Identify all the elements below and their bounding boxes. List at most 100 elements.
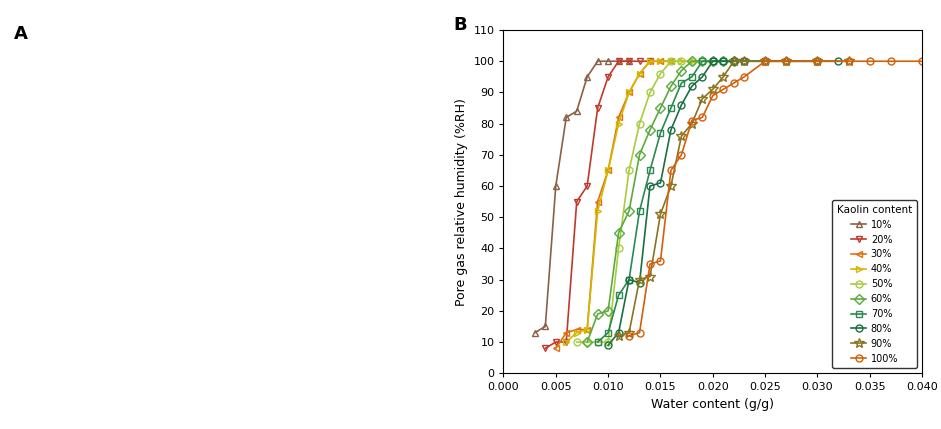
- 50%: [676, 59, 687, 64]
- Line: 80%: 80%: [605, 58, 842, 349]
- 50%: [613, 246, 624, 251]
- 10%: [529, 330, 540, 335]
- 100%: [676, 152, 687, 157]
- 90%: [812, 59, 823, 64]
- 20%: [592, 106, 603, 111]
- 40%: [602, 168, 614, 173]
- 50%: [655, 71, 666, 76]
- 70%: [665, 106, 677, 111]
- Line: 70%: 70%: [594, 58, 821, 345]
- 70%: [676, 81, 687, 86]
- 100%: [917, 59, 928, 64]
- Line: 90%: 90%: [614, 56, 853, 341]
- 80%: [676, 103, 687, 108]
- 60%: [645, 127, 656, 133]
- 20%: [539, 346, 550, 351]
- 90%: [739, 59, 750, 64]
- 80%: [602, 343, 614, 348]
- 40%: [561, 339, 572, 344]
- Line: 10%: 10%: [532, 58, 632, 336]
- 100%: [623, 333, 634, 338]
- 80%: [812, 59, 823, 64]
- 20%: [561, 339, 572, 344]
- 80%: [623, 277, 634, 282]
- 90%: [843, 59, 854, 64]
- 20%: [550, 339, 562, 344]
- 70%: [718, 59, 729, 64]
- 70%: [696, 59, 708, 64]
- 90%: [613, 333, 624, 338]
- 40%: [645, 59, 656, 64]
- 20%: [645, 59, 656, 64]
- 40%: [686, 59, 697, 64]
- 90%: [686, 121, 697, 126]
- 80%: [759, 59, 771, 64]
- 60%: [592, 311, 603, 317]
- 20%: [602, 74, 614, 79]
- 60%: [696, 59, 708, 64]
- 50%: [708, 59, 719, 64]
- 80%: [645, 184, 656, 189]
- Text: A: A: [14, 25, 27, 43]
- 80%: [780, 59, 791, 64]
- 90%: [718, 74, 729, 79]
- 10%: [602, 59, 614, 64]
- 70%: [728, 59, 740, 64]
- 90%: [759, 59, 771, 64]
- 50%: [634, 121, 646, 126]
- Line: 30%: 30%: [552, 58, 675, 352]
- 90%: [645, 274, 656, 279]
- 80%: [718, 59, 729, 64]
- 10%: [539, 324, 550, 329]
- 70%: [592, 339, 603, 344]
- 60%: [686, 59, 697, 64]
- 80%: [728, 59, 740, 64]
- 90%: [623, 330, 634, 335]
- 60%: [665, 84, 677, 89]
- 40%: [676, 59, 687, 64]
- 40%: [623, 90, 634, 95]
- 100%: [686, 118, 697, 123]
- 40%: [592, 208, 603, 214]
- 100%: [885, 59, 897, 64]
- 60%: [728, 59, 740, 64]
- Line: 50%: 50%: [573, 58, 716, 345]
- 50%: [686, 59, 697, 64]
- 40%: [571, 330, 582, 335]
- 10%: [550, 184, 562, 189]
- 100%: [728, 81, 740, 86]
- Line: 40%: 40%: [563, 58, 695, 345]
- 80%: [613, 330, 624, 335]
- 70%: [759, 59, 771, 64]
- 10%: [571, 109, 582, 114]
- 30%: [592, 199, 603, 204]
- 20%: [634, 59, 646, 64]
- 100%: [739, 74, 750, 79]
- 100%: [759, 59, 771, 64]
- 30%: [665, 59, 677, 64]
- Legend: 10%, 20%, 30%, 40%, 50%, 60%, 70%, 80%, 90%, 100%: 10%, 20%, 30%, 40%, 50%, 60%, 70%, 80%, …: [833, 200, 917, 369]
- 60%: [623, 208, 634, 214]
- 100%: [780, 59, 791, 64]
- 80%: [665, 127, 677, 133]
- 70%: [739, 59, 750, 64]
- 80%: [833, 59, 844, 64]
- 80%: [655, 180, 666, 185]
- 40%: [665, 59, 677, 64]
- 100%: [864, 59, 875, 64]
- 60%: [582, 339, 593, 344]
- 70%: [645, 168, 656, 173]
- 60%: [602, 308, 614, 314]
- 40%: [613, 121, 624, 126]
- 80%: [708, 59, 719, 64]
- 50%: [582, 339, 593, 344]
- 50%: [665, 59, 677, 64]
- 100%: [718, 87, 729, 92]
- 30%: [634, 71, 646, 76]
- 60%: [718, 59, 729, 64]
- 60%: [676, 68, 687, 73]
- 10%: [592, 59, 603, 64]
- 50%: [623, 168, 634, 173]
- 90%: [676, 133, 687, 139]
- 30%: [602, 168, 614, 173]
